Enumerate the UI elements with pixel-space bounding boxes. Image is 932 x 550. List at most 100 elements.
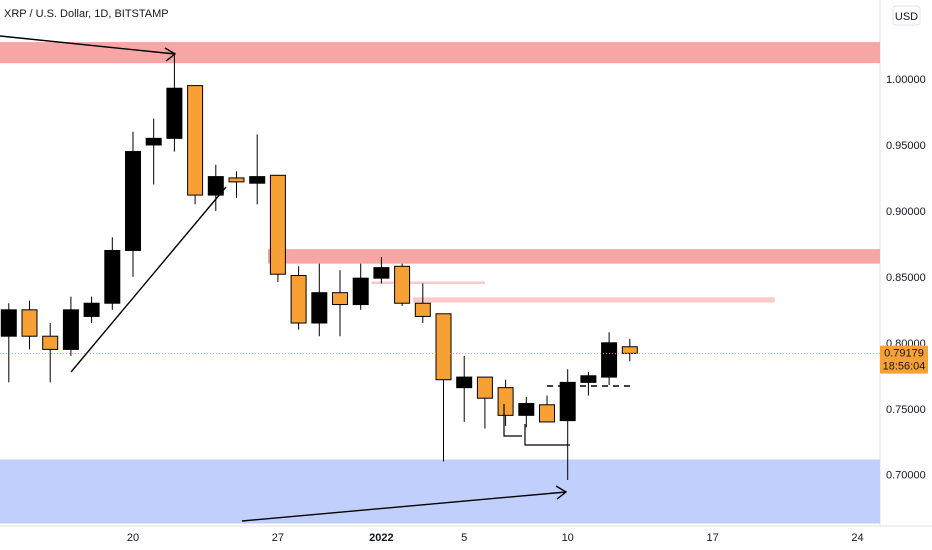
- candles-layer: [0, 52, 638, 480]
- currency-button-label[interactable]: USD: [895, 11, 918, 23]
- zone-resistance-light-2: [412, 297, 775, 303]
- candle: [394, 263, 411, 306]
- candle: [21, 300, 38, 350]
- price-tick-label: 1.00000: [886, 74, 926, 86]
- candle: [42, 323, 59, 383]
- time-tick-label: 24: [851, 532, 863, 544]
- candle-countdown: 18:56:04: [883, 361, 926, 373]
- current-price-tag-background: [880, 345, 928, 374]
- current-price-value: 0.79179: [884, 348, 924, 360]
- candle-body-down: [269, 174, 286, 275]
- candle: [580, 371, 597, 396]
- candle-body-up: [249, 176, 266, 184]
- candle: [559, 369, 576, 480]
- candle: [125, 131, 141, 277]
- candle: [332, 270, 348, 337]
- candle: [207, 164, 224, 211]
- time-tick-label: 2022: [369, 532, 393, 544]
- candle: [476, 376, 493, 429]
- price-axis-background: [880, 0, 932, 550]
- candle-body-down: [332, 292, 348, 306]
- candle-body-down: [539, 404, 555, 423]
- candle-body-down: [497, 387, 514, 416]
- candle: [62, 296, 79, 356]
- candle: [373, 257, 390, 284]
- chart-title: XRP / U.S. Dollar, 1D, BITSTAMP: [4, 8, 169, 20]
- candle: [621, 338, 638, 362]
- candle-body-up: [62, 309, 79, 350]
- candle: [352, 263, 369, 310]
- price-tick-label: 0.70000: [886, 470, 926, 482]
- price-axis-ticks: 0.700000.750000.800000.850000.900000.950…: [886, 74, 926, 482]
- candle: [145, 118, 162, 185]
- candle: [187, 85, 204, 205]
- zone-resistance-mid: [267, 249, 880, 264]
- candle-body-up: [601, 342, 618, 378]
- zone-support: [0, 459, 880, 524]
- candle: [456, 355, 473, 422]
- candle-body-up: [207, 176, 224, 196]
- candle-body-up: [125, 151, 141, 251]
- bottom-bracket-left: [503, 404, 522, 437]
- annotation-arrow-bottom-head: [555, 485, 568, 500]
- price-tick-label: 0.85000: [886, 272, 926, 284]
- zones-layer: [0, 42, 881, 524]
- candle: [0, 303, 17, 383]
- bottom-bracket-right: [524, 424, 570, 446]
- candle-body-down: [187, 85, 204, 196]
- candle: [269, 174, 286, 283]
- candle-body-up: [83, 302, 100, 317]
- candle-body-up: [373, 267, 390, 279]
- annotation-arrow-top-head: [164, 47, 177, 62]
- candle-body-down: [394, 265, 411, 304]
- candle-body-up: [166, 87, 183, 139]
- currency-button-frame[interactable]: [892, 5, 921, 26]
- candle-body-down: [621, 346, 638, 354]
- candle-body-down: [435, 313, 452, 381]
- candle-body-up: [352, 277, 369, 306]
- candle: [311, 263, 328, 337]
- time-axis-ticks: 20 27 2022 5 10 17 24: [127, 532, 864, 544]
- candle-body-down: [290, 275, 307, 324]
- candle: [249, 134, 266, 205]
- price-tick-label: 0.75000: [886, 404, 926, 416]
- candle: [539, 395, 555, 423]
- candle: [518, 396, 535, 428]
- candle: [601, 332, 618, 386]
- candle-body-up: [0, 309, 17, 337]
- uptrend-line: [70, 186, 227, 373]
- candle: [166, 52, 183, 152]
- candle: [83, 296, 100, 324]
- current-price-tag: 0.79179 18:56:04: [880, 345, 928, 374]
- candle: [228, 171, 245, 198]
- currency-button[interactable]: USD: [892, 5, 921, 26]
- candle: [104, 237, 121, 310]
- candle-body-up: [145, 137, 162, 146]
- candle-body-up: [518, 402, 535, 416]
- candle-body-up: [104, 249, 121, 304]
- candle: [435, 313, 452, 462]
- candle-body-up: [580, 375, 597, 383]
- candle-body-down: [42, 335, 59, 350]
- candle: [414, 283, 431, 324]
- annotation-arrow-top-line: [0, 35, 176, 55]
- time-tick-label: 20: [127, 532, 139, 544]
- price-tick-label: 0.95000: [886, 140, 926, 152]
- candle-body-up: [559, 381, 576, 422]
- candle-body-up: [311, 292, 328, 324]
- candle-body-up: [456, 376, 473, 389]
- time-tick-label: 17: [706, 532, 718, 544]
- candle-body-down: [21, 309, 38, 337]
- candle: [497, 379, 514, 426]
- annotation-arrow-bottom-line: [241, 491, 567, 522]
- zone-resistance-light-1: [371, 281, 485, 285]
- candle: [290, 266, 307, 330]
- candle-body-down: [476, 376, 493, 399]
- candle-body-down: [414, 302, 431, 317]
- time-tick-label: 5: [461, 532, 467, 544]
- price-tick-label: 0.90000: [886, 206, 926, 218]
- zone-resistance-top: [0, 42, 881, 64]
- candle-body-down: [228, 177, 245, 183]
- time-tick-label: 10: [562, 532, 574, 544]
